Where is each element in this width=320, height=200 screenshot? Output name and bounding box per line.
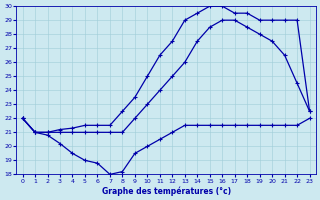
X-axis label: Graphe des températures (°c): Graphe des températures (°c) (101, 186, 231, 196)
